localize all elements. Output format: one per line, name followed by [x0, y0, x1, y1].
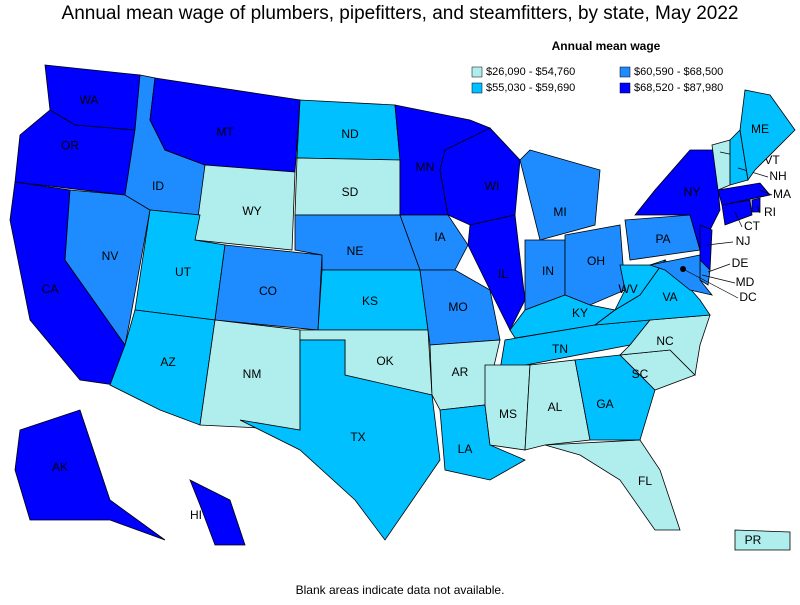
state-label: NE	[347, 244, 364, 258]
state-label: IN	[542, 264, 554, 278]
legend-title: Annual mean wage	[552, 39, 661, 53]
state-label: CT	[744, 219, 761, 233]
leader-line	[682, 268, 739, 299]
state	[614, 259, 667, 312]
legend-swatch	[471, 82, 483, 94]
legend-label: $26,090 - $54,760	[486, 66, 575, 78]
state-label: AK	[52, 460, 68, 474]
state-label: NH	[769, 169, 786, 183]
state-label: WI	[485, 179, 500, 193]
state	[564, 224, 626, 306]
state-label: UT	[175, 265, 192, 279]
state-label: OR	[61, 138, 79, 152]
legend-label: $68,520 - $87,980	[634, 82, 723, 94]
state-label: HI	[190, 508, 202, 522]
state-label: RI	[764, 205, 776, 219]
state-label: MT	[216, 125, 234, 139]
legend-swatch	[619, 66, 631, 78]
state-label: WY	[242, 204, 261, 218]
state-label: GA	[596, 397, 613, 411]
state-label: AL	[548, 400, 563, 414]
state-label: CO	[259, 284, 277, 298]
state-label: NC	[656, 334, 674, 348]
state-label: SC	[632, 367, 649, 381]
state-label: MN	[416, 160, 435, 174]
state-label: WV	[618, 282, 637, 296]
title: Annual mean wage of plumbers, pipefitter…	[62, 3, 739, 24]
state	[648, 254, 714, 296]
state-label: IA	[434, 230, 445, 244]
legend-label: $55,030 - $59,690	[486, 82, 575, 94]
state	[484, 364, 531, 451]
state-label: ID	[152, 179, 164, 193]
state	[574, 354, 656, 441]
state	[734, 529, 791, 551]
leader-line	[707, 263, 731, 273]
state	[14, 409, 166, 541]
state-label: ND	[341, 127, 359, 141]
state	[239, 339, 441, 541]
state-label: KY	[572, 306, 588, 320]
state-label: LA	[458, 442, 473, 456]
state	[519, 149, 601, 241]
legend-swatch	[471, 66, 483, 78]
state-label: SD	[342, 185, 359, 199]
state-label: MO	[448, 300, 467, 314]
leader-line	[759, 189, 773, 196]
legend-label: $60,590 - $68,500	[634, 66, 723, 78]
state-label: AZ	[160, 355, 175, 369]
state-label: IL	[498, 267, 508, 281]
state-label: MA	[773, 187, 791, 201]
state-label: FL	[638, 474, 652, 488]
state	[717, 182, 771, 206]
state	[544, 439, 681, 531]
leader-line	[706, 241, 734, 246]
state	[739, 89, 796, 182]
state-label: TN	[552, 342, 568, 356]
state-label: MS	[499, 407, 517, 421]
state-label: PR	[745, 533, 762, 547]
state-label: KS	[362, 294, 378, 308]
state-label: NV	[102, 249, 119, 263]
state-label: VA	[662, 290, 677, 304]
state-label: DE	[732, 256, 749, 270]
state-label: MI	[553, 205, 566, 219]
state	[189, 479, 246, 546]
state	[721, 199, 753, 226]
state-label: ME	[751, 122, 769, 136]
state-label: AR	[452, 365, 469, 379]
state-label: TX	[350, 430, 365, 444]
legend-swatch	[619, 82, 631, 94]
leader-line	[734, 211, 743, 228]
state-label: PA	[655, 232, 670, 246]
state-label: NY	[684, 185, 701, 199]
state	[524, 359, 591, 451]
leader-line	[756, 205, 761, 214]
state-label: DC	[739, 290, 757, 304]
leader-line	[701, 274, 736, 284]
state-label: WA	[80, 93, 99, 107]
note: Blank areas indicate data not available.	[296, 583, 505, 597]
state-label: NJ	[736, 234, 751, 248]
state-label: CA	[42, 282, 59, 296]
state-label: NM	[243, 367, 262, 381]
state-label: OH	[587, 254, 605, 268]
state-label: OK	[376, 354, 393, 368]
state	[399, 214, 469, 271]
state-label: MD	[736, 275, 755, 289]
